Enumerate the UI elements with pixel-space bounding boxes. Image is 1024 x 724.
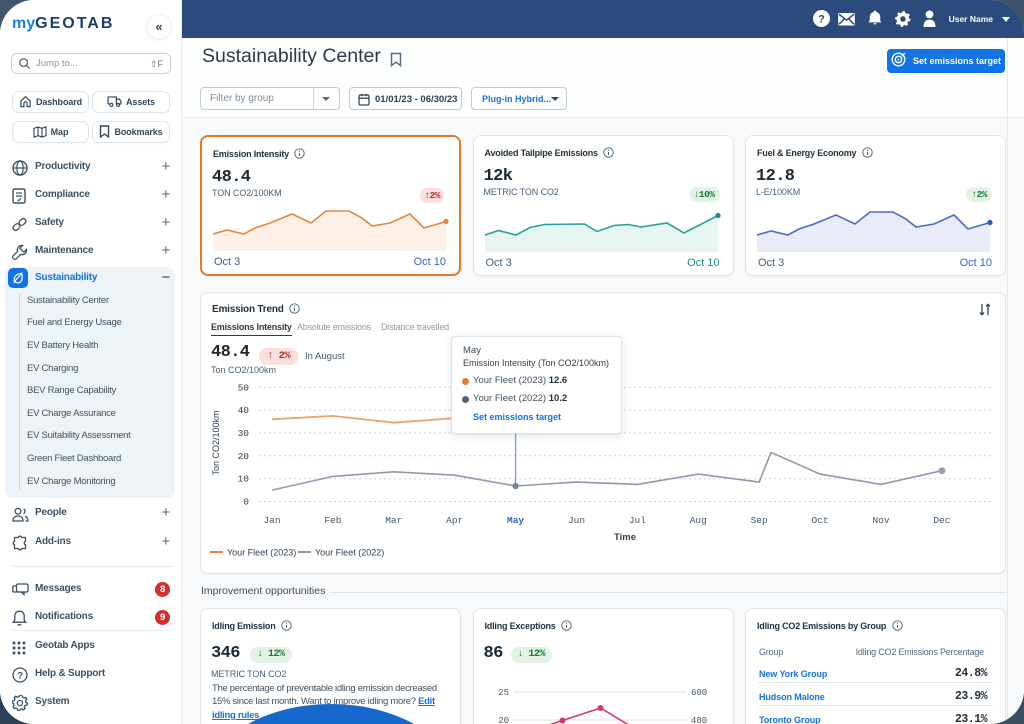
svg-text:?: ? — [17, 670, 23, 681]
svg-text:0: 0 — [243, 497, 249, 508]
svg-text:20: 20 — [238, 451, 250, 462]
svg-text:Feb: Feb — [324, 515, 341, 526]
svg-text:30: 30 — [238, 428, 250, 439]
svg-text:480: 480 — [691, 716, 707, 724]
svg-text:Nov: Nov — [872, 515, 889, 526]
svg-text:Oct: Oct — [812, 515, 829, 526]
svg-text:10: 10 — [238, 474, 250, 485]
svg-text:25: 25 — [498, 688, 509, 698]
svg-text:40: 40 — [238, 405, 250, 416]
svg-text:20: 20 — [498, 716, 509, 724]
svg-text:Jun: Jun — [568, 515, 585, 526]
svg-text:Jan: Jan — [263, 515, 280, 526]
svg-text:Dec: Dec — [933, 515, 950, 526]
svg-text:Jul: Jul — [629, 515, 646, 526]
svg-text:Mar: Mar — [385, 515, 402, 526]
svg-text:Ton CO2/100km: Ton CO2/100km — [211, 410, 221, 475]
svg-text:Aug: Aug — [690, 515, 707, 526]
svg-text:600: 600 — [691, 688, 707, 698]
svg-text:50: 50 — [238, 382, 250, 393]
svg-text:May: May — [507, 515, 524, 526]
svg-text:Your Fleet (2023): Your Fleet (2023) — [227, 548, 296, 558]
svg-text:Sep: Sep — [751, 515, 768, 526]
svg-text:Time: Time — [614, 532, 636, 543]
svg-text:?: ? — [818, 14, 825, 26]
svg-text:Apr: Apr — [446, 515, 463, 526]
svg-text:Your Fleet (2022): Your Fleet (2022) — [315, 548, 384, 558]
